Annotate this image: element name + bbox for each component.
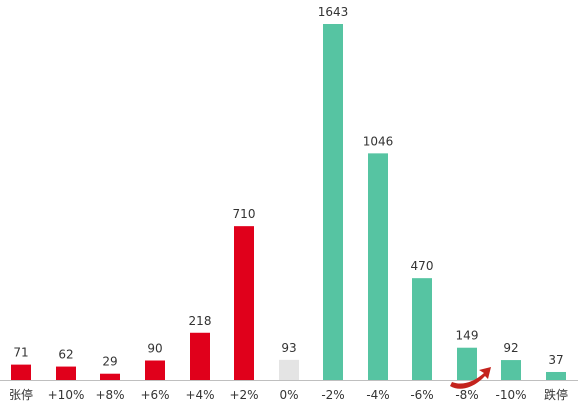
bar-value-label-10: 149 (456, 329, 479, 343)
bars-group (11, 24, 566, 380)
x-tick-label-8: -4% (366, 388, 389, 402)
bar-7 (323, 24, 343, 380)
bar-4 (190, 332, 210, 380)
bar-value-label-0: 71 (13, 346, 28, 360)
x-tick-label-7: -2% (321, 388, 344, 402)
x-tick-label-2: +8% (95, 388, 124, 402)
bar-11 (501, 360, 521, 380)
x-tick-label-4: +4% (185, 388, 214, 402)
bar-9 (412, 278, 432, 380)
x-tick-label-6: 0% (279, 388, 298, 402)
value-labels-group: 71 62 29 90 218 710 93 1643 1046 470 149 92 37 (13, 5, 563, 369)
bar-5 (234, 226, 254, 380)
x-tick-labels-group: 张停 +10% +8% +6% +4% +2% 0% -2% -4% -6% -8% -10% 跌停 (9, 387, 568, 402)
bar-value-label-4: 218 (189, 314, 212, 328)
x-tick-label-3: +6% (140, 388, 169, 402)
bar-value-label-12: 37 (548, 353, 563, 367)
bar-12 (546, 371, 566, 380)
bar-value-label-1: 62 (58, 348, 73, 362)
bar-10 (457, 347, 477, 380)
x-tick-label-12: 跌停 (544, 387, 568, 402)
bar-0 (11, 364, 31, 380)
x-tick-label-0: 张停 (9, 387, 33, 402)
bar-value-label-11: 92 (503, 341, 518, 355)
bar-value-label-7: 1643 (318, 5, 349, 19)
bar-8 (368, 153, 388, 380)
bar-value-label-9: 470 (411, 259, 434, 273)
bar-3 (145, 360, 165, 380)
bar-value-label-6: 93 (281, 341, 296, 355)
x-tick-label-1: +10% (48, 388, 85, 402)
x-tick-label-5: +2% (229, 388, 258, 402)
bar-1 (56, 366, 76, 380)
bar-2 (100, 373, 120, 380)
bar-value-label-2: 29 (102, 355, 117, 369)
red-arrow-icon (450, 367, 491, 389)
x-tick-label-10: -8% (455, 388, 478, 402)
bar-6 (279, 359, 299, 380)
bar-value-label-8: 1046 (363, 134, 394, 148)
x-tick-label-9: -6% (410, 388, 433, 402)
x-tick-label-11: -10% (495, 388, 526, 402)
bar-value-label-3: 90 (147, 341, 162, 355)
bar-value-label-5: 710 (233, 207, 256, 221)
